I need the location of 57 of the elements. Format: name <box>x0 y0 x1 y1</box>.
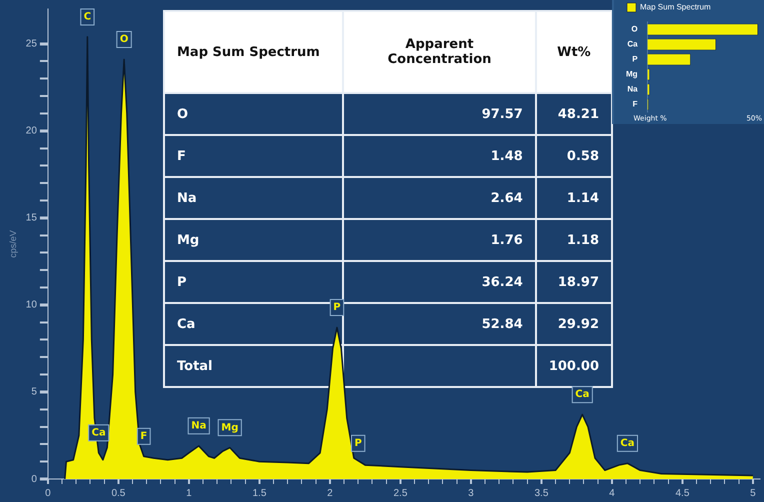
y-tick-label: 0 <box>31 474 38 485</box>
annotation: Total <box>164 345 344 387</box>
annotation: Ca <box>575 389 590 400</box>
x-tick-label: 0 <box>45 488 52 499</box>
x-tick-label: 2.5 <box>393 488 408 499</box>
annotation: Mg <box>221 422 238 434</box>
x-tick-label: 1.5 <box>252 488 267 499</box>
data-label: 52.84 <box>343 303 536 345</box>
category-label: Mg <box>164 219 344 261</box>
text: Wt% <box>536 11 612 93</box>
y-tick-label: O <box>631 24 638 34</box>
annotation: P <box>354 438 362 449</box>
data-label: 1.14 <box>536 177 612 219</box>
y-tick-label: P <box>632 54 638 64</box>
y-tick-label: 20 <box>26 126 38 137</box>
annotation: Na <box>191 420 206 432</box>
y-tick-label: F <box>632 100 638 109</box>
x-tick-label: 0.5 <box>111 488 126 499</box>
x-tick-label: 1 <box>186 488 192 499</box>
annotation: 100.00 <box>536 345 612 387</box>
annotation: O <box>120 34 128 46</box>
y-tick-label: 25 <box>26 38 38 50</box>
annotation: P <box>333 302 341 314</box>
category-label: Na <box>164 177 344 219</box>
legend-label: Map Sum Spectrum <box>640 2 712 12</box>
x-tick-label: 2 <box>327 488 334 499</box>
annotation: C <box>84 12 92 23</box>
y-tick-label: 10 <box>26 300 38 311</box>
text: Map Sum Spectrum <box>164 11 344 93</box>
y-axis-title: cps/eV <box>8 230 18 258</box>
data-label: 1.48 <box>343 135 536 177</box>
annotation: Ca <box>92 427 106 438</box>
y-tick-label: Na <box>627 84 638 94</box>
data-label: 1.76 <box>343 219 536 261</box>
y-tick-label: 15 <box>26 212 38 224</box>
data-label: 1.18 <box>536 219 612 261</box>
annotation: F <box>140 430 148 442</box>
data-label: 97.57 <box>343 93 536 135</box>
x-tick-label: 3 <box>468 488 474 499</box>
y-tick-label: Ca <box>627 40 638 49</box>
category-label: Ca <box>177 316 196 332</box>
y-tick-label: Mg <box>626 70 638 79</box>
data-label: 48.21 <box>536 93 612 135</box>
data-label: 29.92 <box>536 303 612 345</box>
category-label: O <box>164 93 344 135</box>
x-tick-label: 4 <box>609 488 616 499</box>
x-tick-label: 3.5 <box>534 488 549 499</box>
category-label: P <box>164 261 344 303</box>
x-tick-label: 5 <box>750 488 756 499</box>
x-tick-label: 4.5 <box>675 488 690 499</box>
data-label: 36.24 <box>343 261 536 303</box>
data-label: 0.58 <box>536 135 612 177</box>
y-tick-label: 5 <box>31 386 38 398</box>
text: Apparent Concentration <box>343 11 536 93</box>
data-label: 2.64 <box>343 177 536 219</box>
category-label: F <box>164 135 344 177</box>
data-label: 18.97 <box>536 261 612 303</box>
